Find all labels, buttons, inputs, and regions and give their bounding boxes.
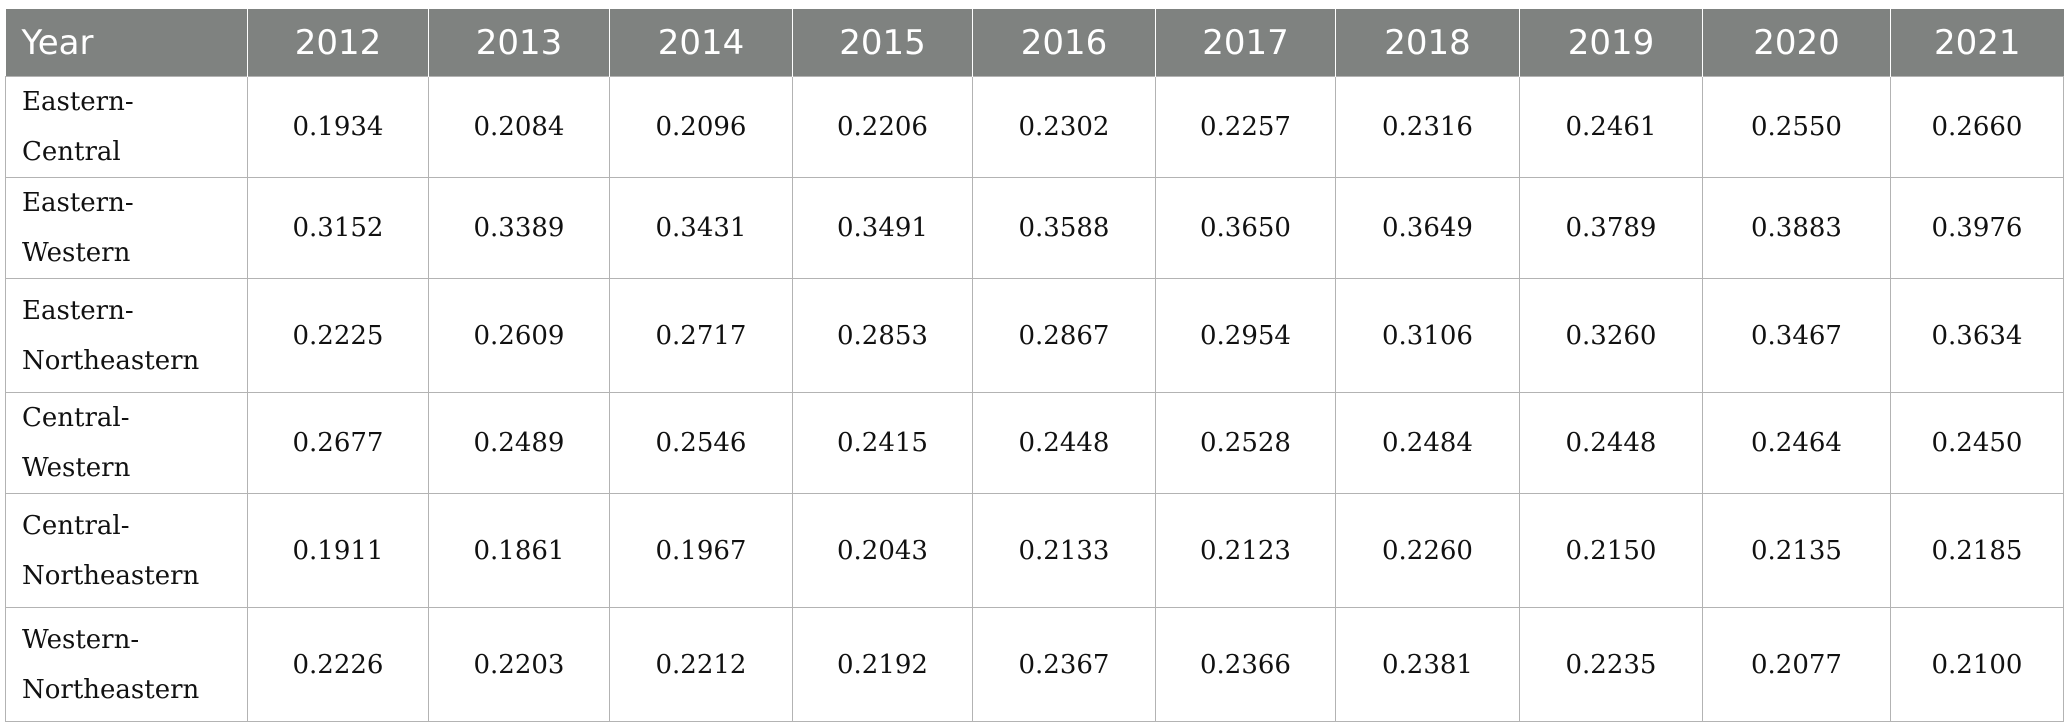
header-year: 2019	[1519, 9, 1703, 77]
table-cell: 0.2367	[972, 607, 1156, 722]
table-cell: 0.2528	[1155, 392, 1336, 494]
table-cell: 0.3883	[1702, 177, 1891, 279]
table-cell: 0.3588	[972, 177, 1156, 279]
row-label-line: Northeastern	[22, 560, 200, 591]
header-year: 2012	[247, 9, 429, 77]
table-cell: 0.1934	[247, 76, 429, 178]
header-year: 2017	[1155, 9, 1336, 77]
header-row: Year 2012 2013 2014 2015 2016 2017 2018 …	[5, 9, 2064, 77]
row-label: Central-Western	[5, 392, 248, 494]
table-cell: 0.1967	[609, 493, 793, 608]
table-cell: 0.2316	[1335, 76, 1520, 178]
table-cell: 0.2448	[972, 392, 1156, 494]
header-year: 2020	[1702, 9, 1891, 77]
table-cell: 0.2954	[1155, 278, 1336, 393]
table-cell: 0.2123	[1155, 493, 1336, 608]
table-cell: 0.2717	[609, 278, 793, 393]
header-year: 2016	[972, 9, 1156, 77]
table-cell: 0.3467	[1702, 278, 1891, 393]
table-cell: 0.2853	[792, 278, 973, 393]
header-year-label: Year	[5, 9, 248, 77]
table-cell: 0.2135	[1702, 493, 1891, 608]
header-year: 2021	[1890, 9, 2064, 77]
table-cell: 0.1861	[428, 493, 610, 608]
table-row: Eastern-Central 0.1934 0.2084 0.2096 0.2…	[5, 76, 2064, 178]
table-cell: 0.2550	[1702, 76, 1891, 178]
table-cell: 0.2660	[1890, 76, 2064, 178]
table-row: Eastern-Western 0.3152 0.3389 0.3431 0.3…	[5, 177, 2064, 279]
table-cell: 0.2226	[247, 607, 429, 722]
table-cell: 0.2235	[1519, 607, 1703, 722]
table-cell: 0.3634	[1890, 278, 2064, 393]
table-cell: 0.2302	[972, 76, 1156, 178]
table-cell: 0.3789	[1519, 177, 1703, 279]
table-cell: 0.2185	[1890, 493, 2064, 608]
table-cell: 0.1911	[247, 493, 429, 608]
table-cell: 0.2133	[972, 493, 1156, 608]
table-cell: 0.2484	[1335, 392, 1520, 494]
table-cell: 0.2043	[792, 493, 973, 608]
row-label-line: Western-	[22, 624, 140, 655]
row-label: Western- Northeastern	[5, 607, 248, 722]
row-label-line: Central-	[22, 510, 130, 541]
table-cell: 0.3260	[1519, 278, 1703, 393]
table-cell: 0.3649	[1335, 177, 1520, 279]
row-label-line: Northeastern	[22, 345, 200, 376]
row-label: Central- Northeastern	[5, 493, 248, 608]
row-label: Eastern- Northeastern	[5, 278, 248, 393]
table-cell: 0.2212	[609, 607, 793, 722]
table-row: Eastern- Northeastern 0.2225 0.2609 0.271…	[5, 278, 2064, 393]
table-cell: 0.2257	[1155, 76, 1336, 178]
table-cell: 0.3976	[1890, 177, 2064, 279]
table-row: Central- Northeastern 0.1911 0.1861 0.196…	[5, 493, 2064, 608]
table-cell: 0.2366	[1155, 607, 1336, 722]
table-cell: 0.2084	[428, 76, 610, 178]
table-cell: 0.2546	[609, 392, 793, 494]
table-cell: 0.3389	[428, 177, 610, 279]
table-cell: 0.2077	[1702, 607, 1891, 722]
table-cell: 0.2100	[1890, 607, 2064, 722]
data-table: Year 2012 2013 2014 2015 2016 2017 2018 …	[5, 9, 2064, 722]
row-label: Eastern-Central	[5, 76, 248, 178]
table-cell: 0.2489	[428, 392, 610, 494]
header-year: 2013	[428, 9, 610, 77]
table-cell: 0.2867	[972, 278, 1156, 393]
table-cell: 0.2415	[792, 392, 973, 494]
table-cell: 0.2448	[1519, 392, 1703, 494]
table-row: Central-Western 0.2677 0.2489 0.2546 0.2…	[5, 392, 2064, 494]
table-cell: 0.2225	[247, 278, 429, 393]
table-cell: 0.2206	[792, 76, 973, 178]
row-label-line: Eastern-	[22, 295, 134, 326]
table-cell: 0.2609	[428, 278, 610, 393]
table-cell: 0.2192	[792, 607, 973, 722]
table-cell: 0.2260	[1335, 493, 1520, 608]
table-row: Western- Northeastern 0.2226 0.2203 0.221…	[5, 607, 2064, 722]
header-year: 2018	[1335, 9, 1520, 77]
table-cell: 0.3152	[247, 177, 429, 279]
table-cell: 0.3431	[609, 177, 793, 279]
row-label: Eastern-Western	[5, 177, 248, 279]
table-cell: 0.3491	[792, 177, 973, 279]
table-cell: 0.2464	[1702, 392, 1891, 494]
table-cell: 0.2203	[428, 607, 610, 722]
table-cell: 0.2461	[1519, 76, 1703, 178]
table-cell: 0.2096	[609, 76, 793, 178]
row-label-line: Northeastern	[22, 674, 200, 705]
header-year: 2015	[792, 9, 973, 77]
header-year: 2014	[609, 9, 793, 77]
table-cell: 0.2677	[247, 392, 429, 494]
table-cell: 0.2381	[1335, 607, 1520, 722]
table-cell: 0.2150	[1519, 493, 1703, 608]
table-cell: 0.2450	[1890, 392, 2064, 494]
table-cell: 0.3650	[1155, 177, 1336, 279]
table-cell: 0.3106	[1335, 278, 1520, 393]
